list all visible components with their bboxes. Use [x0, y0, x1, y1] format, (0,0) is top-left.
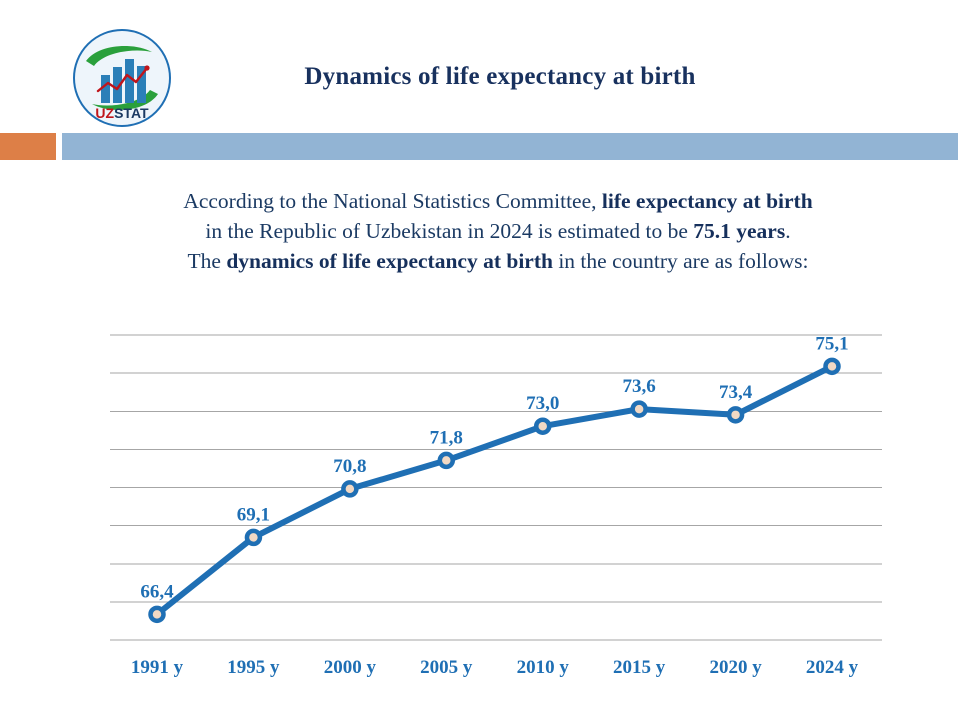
body-line-1: According to the National Statistics Com…	[78, 186, 918, 216]
data-point-label: 75,1	[815, 333, 848, 354]
category-label: 2015 y	[613, 657, 666, 678]
data-point-label: 66,4	[140, 581, 174, 602]
category-label: 2010 y	[517, 657, 570, 678]
divider-band-blue	[62, 133, 958, 160]
data-point-label: 73,4	[719, 382, 753, 403]
data-point-label: 70,8	[333, 456, 366, 477]
divider-accent-orange	[0, 133, 56, 160]
category-label: 2024 y	[806, 657, 859, 678]
data-point-marker	[630, 400, 648, 418]
data-point-marker	[437, 451, 456, 470]
chart-category-labels: 1991 y 1995 y 2000 y 2005 y 2010 y 2015 y 2020…	[131, 657, 859, 678]
category-label: 1991 y	[131, 657, 184, 678]
body-paragraph: According to the National Statistics Com…	[78, 186, 918, 276]
chart-series-line	[154, 363, 835, 618]
data-point-label: 73,6	[623, 376, 656, 397]
category-label: 2000 y	[324, 657, 377, 678]
body-line-3-text-a: The	[187, 249, 227, 273]
data-point-marker	[533, 417, 552, 435]
body-line-2-period: .	[785, 219, 791, 243]
body-line-2-text: in the Republic of Uzbekistan in 2024 is…	[205, 219, 694, 243]
body-line-3-text-b: in the country are as follows:	[552, 249, 809, 273]
body-line-1-bold: life expectancy at birth	[601, 189, 813, 213]
data-point-marker	[148, 605, 166, 624]
data-point-label: 73,0	[526, 393, 559, 414]
category-label: 2020 y	[709, 657, 762, 678]
body-line-2: in the Republic of Uzbekistan in 2024 is…	[78, 216, 918, 246]
category-label: 2005 y	[420, 657, 473, 678]
data-point-label: 71,8	[430, 427, 463, 448]
body-line-2-bold: 75.1 years	[693, 219, 786, 243]
body-line-3-bold: dynamics of life expectancy at birth	[226, 249, 553, 273]
data-point-marker	[823, 357, 841, 376]
category-label: 1995 y	[227, 657, 280, 678]
logo-text-uz: UZ	[95, 105, 114, 121]
body-line-1-text: According to the National Statistics Com…	[183, 189, 602, 213]
logo-text-stat: STAT	[114, 105, 149, 121]
data-point-label: 69,1	[237, 504, 270, 525]
page-title: Dynamics of life expectancy at birth	[304, 63, 696, 90]
chart-markers	[148, 357, 841, 624]
uzstat-logo: UZSTAT	[72, 28, 172, 128]
svg-text:UZSTAT: UZSTAT	[95, 105, 149, 121]
body-line-3: The dynamics of life expectancy at birth…	[78, 246, 918, 276]
data-point-marker	[341, 480, 359, 498]
chart-gridlines	[110, 334, 882, 641]
data-point-marker	[244, 528, 263, 547]
data-point-marker	[726, 406, 745, 424]
header: UZSTAT Dynamics of life expectancy at bi…	[0, 0, 960, 132]
chart-value-labels: 66,4 69,1 70,8 71,8 73,0 73,6 73,4 75,1	[140, 333, 848, 602]
